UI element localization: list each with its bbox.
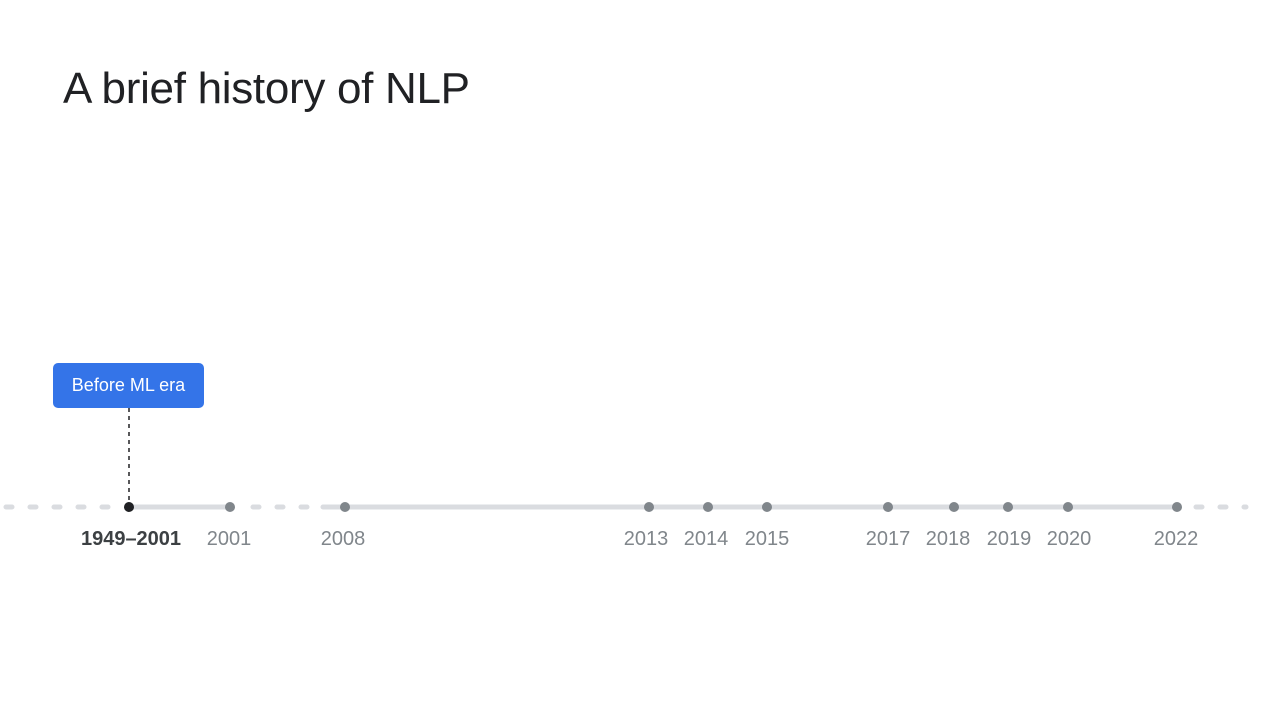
milestone-label-8[interactable]: 2019 [986, 528, 1032, 550]
milestone-dot-9[interactable] [1063, 502, 1073, 512]
milestone-dot-7[interactable] [949, 502, 959, 512]
milestone-dot-10[interactable] [1172, 502, 1182, 512]
milestone-dot-3[interactable] [644, 502, 654, 512]
milestone-dot-4[interactable] [703, 502, 713, 512]
milestone-label-10[interactable]: 2022 [1153, 528, 1199, 550]
milestone-label-5[interactable]: 2015 [744, 528, 790, 550]
milestone-label-0[interactable]: 1949–2001 [80, 528, 182, 550]
timeline-dots [124, 502, 1182, 512]
milestone-label-3[interactable]: 2013 [623, 528, 669, 550]
milestone-dot-2[interactable] [340, 502, 350, 512]
milestone-label-7[interactable]: 2018 [925, 528, 971, 550]
slide-title: A brief history of NLP [63, 64, 470, 113]
milestone-dot-1[interactable] [225, 502, 235, 512]
milestone-label-9[interactable]: 2020 [1046, 528, 1092, 550]
era-callout[interactable]: Before ML era [53, 363, 204, 408]
milestone-label-2[interactable]: 2008 [320, 528, 366, 550]
milestone-dot-8[interactable] [1003, 502, 1013, 512]
milestone-dot-6[interactable] [883, 502, 893, 512]
milestone-label-6[interactable]: 2017 [865, 528, 911, 550]
milestone-dot-5[interactable] [762, 502, 772, 512]
milestone-dot-0[interactable] [124, 502, 134, 512]
milestone-label-1[interactable]: 2001 [206, 528, 252, 550]
milestone-label-4[interactable]: 2014 [683, 528, 729, 550]
